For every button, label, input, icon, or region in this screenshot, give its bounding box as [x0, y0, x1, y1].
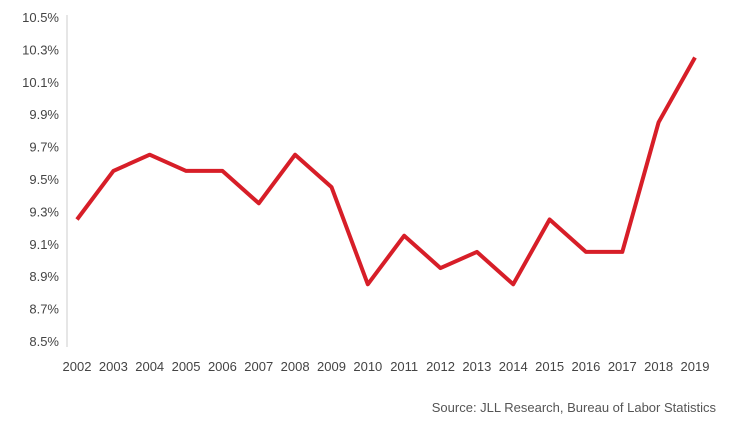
x-tick-label: 2013 [462, 359, 491, 374]
x-tick-label: 2018 [644, 359, 673, 374]
y-tick-label: 9.5% [29, 172, 59, 187]
x-axis-ticks: 2002 2003 2004 2005 2006 2007 2008 2009 2010 2011… [63, 359, 710, 374]
y-tick-label: 9.7% [29, 140, 59, 155]
x-tick-label: 2015 [535, 359, 564, 374]
y-tick-label: 9.9% [29, 107, 59, 122]
x-tick-label: 2003 [99, 359, 128, 374]
series-layer [75, 56, 697, 287]
x-tick-label: 2007 [244, 359, 273, 374]
y-tick-label: 8.9% [29, 269, 59, 284]
x-tick-label: 2014 [499, 359, 528, 374]
x-tick-label: 2010 [353, 359, 382, 374]
y-axis-ticks: 8.5% 8.7% 8.9% 9.1% 9.3% 9.5% 9.7% 9.9% 10.1% 10.… [22, 10, 59, 349]
x-tick-label: 2009 [317, 359, 346, 374]
y-tick-label: 10.5% [22, 10, 59, 25]
y-tick-label: 9.1% [29, 237, 59, 252]
x-tick-label: 2016 [571, 359, 600, 374]
x-tick-label: 2006 [208, 359, 237, 374]
x-tick-label: 2012 [426, 359, 455, 374]
series-line [75, 56, 697, 287]
x-tick-label: 2019 [681, 359, 710, 374]
y-tick-label: 10.1% [22, 75, 59, 90]
x-tick-label: 2004 [135, 359, 164, 374]
source-note: Source: JLL Research, Bureau of Labor St… [431, 400, 716, 415]
y-tick-label: 10.3% [22, 42, 59, 57]
x-tick-label: 2011 [390, 359, 418, 374]
x-tick-label: 2005 [172, 359, 201, 374]
y-tick-label: 9.3% [29, 204, 59, 219]
x-tick-label: 2002 [63, 359, 92, 374]
y-tick-label: 8.7% [29, 302, 59, 317]
x-tick-label: 2017 [608, 359, 637, 374]
y-tick-label: 8.5% [29, 334, 59, 349]
x-tick-label: 2008 [281, 359, 310, 374]
